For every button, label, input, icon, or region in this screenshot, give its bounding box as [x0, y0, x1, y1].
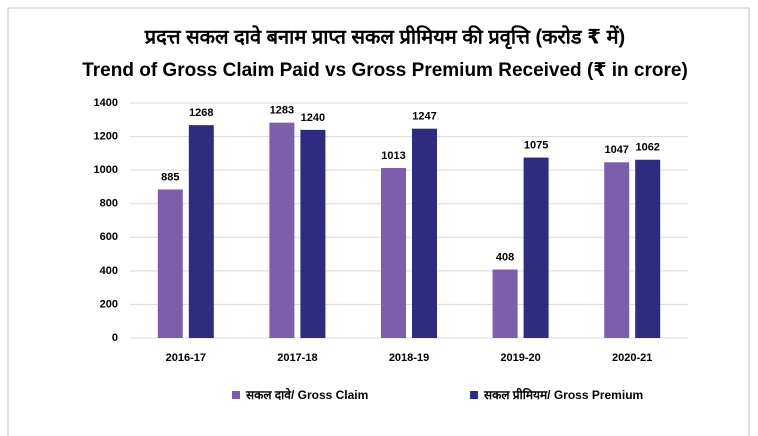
bar [157, 189, 183, 338]
chart-subtitle: Trend of Gross Claim Paid vs Gross Premi… [82, 60, 688, 81]
value-label: 885 [161, 171, 179, 183]
y-tick-label: 1000 [94, 164, 118, 176]
y-tick-label: 200 [100, 298, 118, 310]
bar [412, 128, 437, 338]
chart-border [7, 7, 750, 436]
value-label: 1013 [381, 150, 405, 162]
y-tick-label: 600 [100, 231, 118, 243]
y-tick-label: 400 [100, 265, 118, 277]
value-label: 1268 [189, 107, 213, 119]
value-label: 1283 [270, 105, 294, 117]
bar [492, 269, 518, 338]
value-label: 1075 [524, 139, 548, 151]
x-tick-label: 2018-19 [389, 352, 429, 364]
bar [269, 122, 295, 338]
legend-label: सकल दावे/ Gross Claim [245, 388, 368, 402]
chart-title: प्रदत्त सकल दावे बनाम प्राप्त सकल प्रीमि… [144, 24, 625, 49]
y-tick-label: 1200 [94, 130, 118, 142]
value-label: 1240 [301, 112, 325, 124]
bar [604, 162, 630, 338]
bar [635, 159, 661, 338]
value-label: 408 [496, 251, 514, 263]
y-tick-label: 1400 [94, 97, 118, 109]
y-tick-label: 0 [112, 332, 118, 344]
bar [523, 157, 549, 338]
value-label: 1047 [604, 144, 628, 156]
bar [188, 125, 214, 339]
bar [300, 129, 326, 338]
x-tick-label: 2016-17 [166, 352, 206, 364]
value-label: 1247 [412, 111, 436, 123]
x-tick-label: 2017-18 [277, 352, 317, 364]
bar [381, 167, 406, 338]
legend-swatch [470, 391, 478, 399]
y-tick-label: 800 [100, 198, 118, 210]
legend-label: सकल प्रीमियम/ Gross Premium [483, 388, 643, 402]
x-tick-label: 2020-21 [612, 352, 652, 364]
x-tick-label: 2019-20 [500, 352, 540, 364]
legend-swatch [232, 391, 240, 399]
value-label: 1062 [635, 142, 659, 154]
